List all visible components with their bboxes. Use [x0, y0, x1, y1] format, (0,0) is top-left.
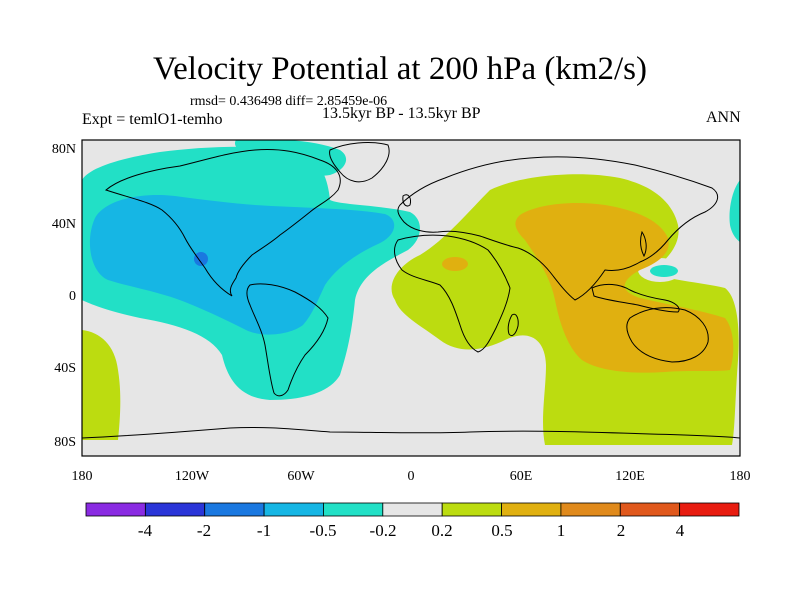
colorbar-box: [144, 502, 206, 517]
coastline-africa: [394, 234, 511, 353]
colorbar-label: -0.5: [309, 521, 337, 540]
contour-cyan-pacific-core: [650, 265, 678, 277]
colorbar-box: [263, 502, 324, 517]
colorbar-box: [619, 502, 681, 517]
colorbar: [85, 502, 740, 517]
coastline-eurasia: [397, 156, 719, 301]
colorbar-box: [323, 502, 384, 517]
contour-lightblue-americas: [89, 194, 395, 335]
colorbar-box: [382, 502, 443, 517]
colorbar-label: 1: [556, 521, 566, 540]
lon-tick-60w: 60W: [287, 469, 315, 484]
colorbar-label: 0.5: [491, 521, 513, 540]
contour-midblue-spot: [194, 252, 208, 266]
lat-tick-0: 0: [69, 289, 76, 304]
coastline-south-america: [246, 283, 329, 397]
contour-yellowgreen-west: [82, 330, 121, 440]
lat-tick-40s: 40S: [54, 361, 76, 376]
colorbar-box: [560, 502, 621, 517]
colorbar-label: -1: [256, 521, 272, 540]
lon-tick-0: 0: [407, 469, 415, 484]
contour-cyan-arctic: [235, 140, 347, 176]
lat-tick-80n: 80N: [51, 142, 76, 157]
colorbar-label: -2: [196, 521, 212, 540]
lon-tick-120e: 120E: [615, 469, 645, 484]
colorbar-label: -0.2: [369, 521, 397, 540]
coastline-greenland: [329, 142, 390, 183]
colorbar-box: [85, 502, 146, 517]
coastline-british-isles: [402, 194, 411, 207]
contour-orange-core: [515, 203, 734, 373]
colorbar-label: 4: [675, 521, 685, 540]
coastline-australia: [626, 307, 709, 363]
contour-cyan-east-edge: [729, 180, 740, 242]
season-label: ANN: [706, 109, 741, 126]
map-field: [82, 140, 740, 456]
colorbar-box: [501, 502, 562, 517]
lon-tick-180w: 180: [71, 469, 93, 484]
lon-tick-120w: 120W: [174, 469, 210, 484]
experiment-label: Expt = temlO1-temho: [82, 111, 223, 128]
coastline-japan: [640, 230, 647, 258]
colorbar-box: [679, 502, 740, 517]
coastline-maritime: [591, 283, 680, 313]
contour-orange-africa-spot: [442, 257, 468, 271]
stats-label: rmsd= 0.436498 diff= 2.85459e-06: [190, 94, 388, 109]
coastline-madagascar: [507, 313, 519, 337]
lon-tick-60e: 60E: [509, 469, 533, 484]
colorbar-label: 2: [616, 521, 626, 540]
map-frame: [81, 139, 741, 457]
lat-tick-40n: 40N: [51, 217, 76, 232]
chart-title: Velocity Potential at 200 hPa (km2/s): [152, 51, 648, 87]
lon-tick-180e: 180: [729, 469, 751, 484]
coastline-north-america: [105, 149, 341, 297]
colorbar-label: -4: [137, 521, 153, 540]
colorbar-box: [204, 502, 265, 517]
lat-tick-80s: 80S: [54, 435, 76, 450]
colorbar-box: [441, 502, 502, 517]
colorbar-label: 0.2: [431, 521, 453, 540]
coastline-antarctica: [82, 426, 740, 439]
period-label: 13.5kyr BP - 13.5kyr BP: [322, 105, 481, 122]
coastlines: [82, 142, 740, 439]
